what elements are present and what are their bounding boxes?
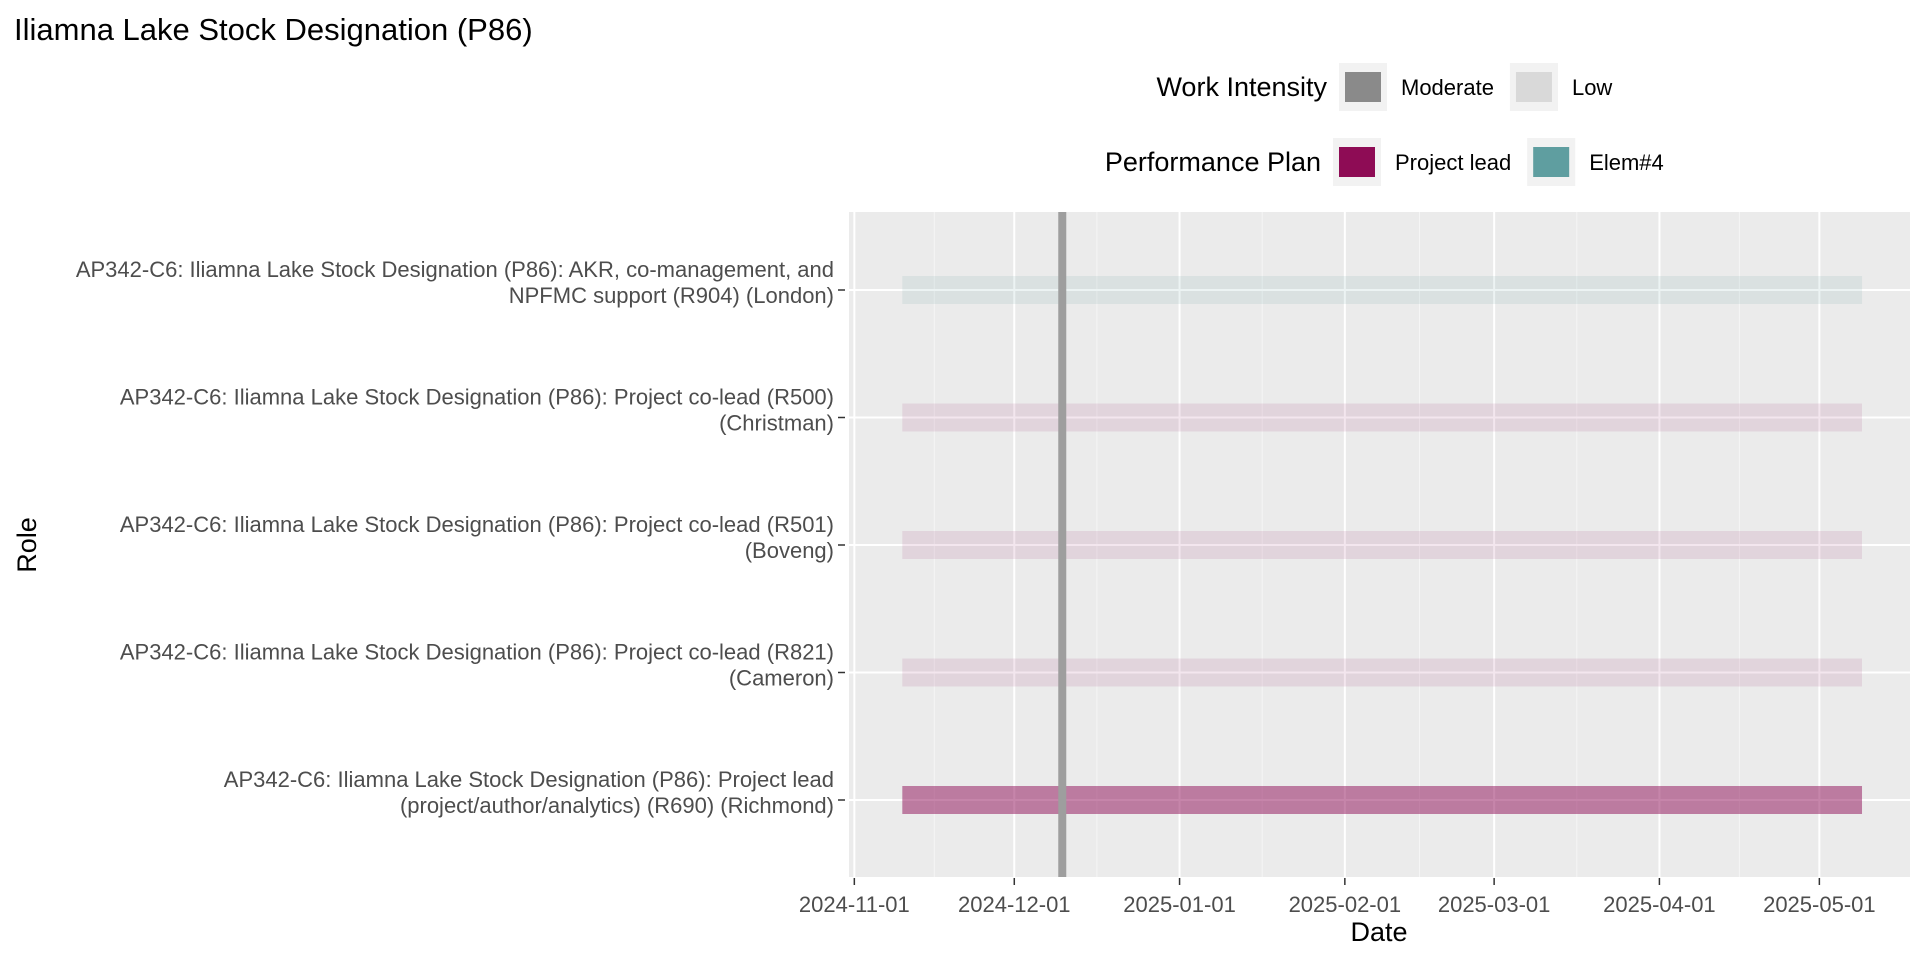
bar-2 <box>902 403 1863 432</box>
x-tick-label: 2025-04-01 <box>1603 892 1716 917</box>
x-axis: 2024-11-01 2024-12-01 2025-01-01 2025-02-01… <box>799 878 1876 917</box>
y-tick-label: AP342-C6: Iliamna Lake Stock Designation… <box>76 257 834 282</box>
grid-lines <box>849 212 1910 877</box>
chart-title: Iliamna Lake Stock Designation (P86) <box>14 12 533 47</box>
legend: Work Intensity Moderate Low Performance Pla… <box>1105 63 1664 186</box>
bar-1 <box>902 276 1863 304</box>
x-tick-label: 2025-02-01 <box>1289 892 1402 917</box>
legend-item-label: Elem#4 <box>1589 150 1664 175</box>
bar-3 <box>902 531 1863 559</box>
legend-item-label: Low <box>1572 75 1612 100</box>
y-tick-label: NPFMC support (R904) (London) <box>509 283 834 308</box>
legend-swatch <box>1345 72 1381 102</box>
y-tick-label: (Boveng) <box>745 538 834 563</box>
legend-title: Performance Plan <box>1105 147 1321 177</box>
y-axis: AP342-C6: Iliamna Lake Stock Designation… <box>76 257 845 818</box>
x-tick-label: 2025-05-01 <box>1763 892 1876 917</box>
legend-swatch <box>1339 147 1375 177</box>
x-tick-label: 2025-01-01 <box>1123 892 1236 917</box>
y-tick-label: AP342-C6: Iliamna Lake Stock Designation… <box>120 512 834 537</box>
legend-swatch <box>1515 72 1552 102</box>
y-tick-label: AP342-C6: Iliamna Lake Stock Designation… <box>120 640 834 665</box>
bar-5 <box>902 786 1863 814</box>
x-tick-label: 2024-11-01 <box>799 892 910 917</box>
y-tick-label: (project/author/analytics) (R690) (Richm… <box>400 793 834 818</box>
y-tick-label: (Cameron) <box>729 666 834 691</box>
legend-swatch <box>1533 147 1570 177</box>
x-tick-label: 2024-12-01 <box>958 892 1071 917</box>
x-tick-label: 2025-03-01 <box>1438 892 1551 917</box>
y-tick-label: AP342-C6: Iliamna Lake Stock Designation… <box>120 385 834 410</box>
legend-item-label: Project lead <box>1395 150 1511 175</box>
bar-4 <box>902 658 1863 687</box>
x-axis-title: Date <box>1350 917 1407 947</box>
legend-item-label: Moderate <box>1401 75 1494 100</box>
legend-title: Work Intensity <box>1156 72 1327 102</box>
y-tick-label: (Christman) <box>719 411 834 436</box>
y-tick-label: AP342-C6: Iliamna Lake Stock Designation… <box>224 767 834 792</box>
y-axis-title: Role <box>12 517 42 573</box>
